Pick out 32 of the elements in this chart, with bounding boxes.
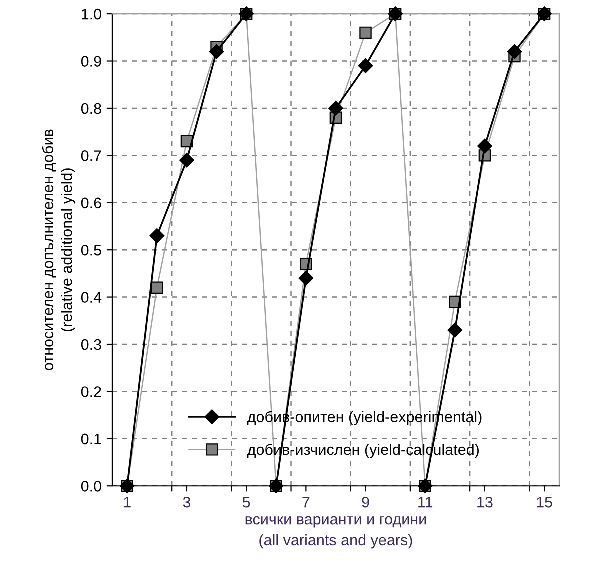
x-tick-label: 5: [242, 497, 250, 508]
y-tick-label: 1.0: [82, 8, 102, 20]
y-axis-title: относителен допълнителен добив (relative additional yield): [42, 130, 76, 370]
y-tick-label: 0.0: [81, 481, 102, 492]
x-tick-label: 15: [537, 497, 552, 508]
x-tick-label: 1: [124, 497, 131, 508]
y-tick-label: 0.6: [81, 198, 102, 209]
point: [328, 101, 344, 116]
x-tick-label: 9: [362, 496, 370, 508]
point: [209, 44, 224, 60]
point: [507, 44, 522, 60]
point: [298, 270, 314, 286]
y-tick-label: 0.3: [81, 339, 102, 350]
x-axis-title: всички варианти и години (all variants and years): [246, 516, 426, 549]
x-tick-label: 7: [302, 497, 310, 508]
x-tick-label: 3: [183, 496, 191, 508]
y-tick-label: 0.1: [81, 434, 102, 445]
y-tick-label: 0.9: [81, 56, 102, 67]
point: [478, 138, 492, 154]
x-tick-label: 13: [478, 496, 493, 508]
y-tick-label: 0.7: [81, 150, 102, 162]
x-tick-label: 11: [418, 497, 433, 508]
point: [180, 152, 194, 168]
point: [448, 322, 463, 338]
y-tick-label: 0.8: [81, 103, 102, 114]
point: [150, 228, 165, 244]
y-tick-label: 0.2: [81, 386, 102, 398]
point: [151, 282, 164, 294]
point: [358, 58, 374, 74]
y-tick-label: 0.4: [81, 292, 102, 303]
point: [360, 26, 372, 40]
y-tick-label: 0.5: [81, 244, 102, 256]
